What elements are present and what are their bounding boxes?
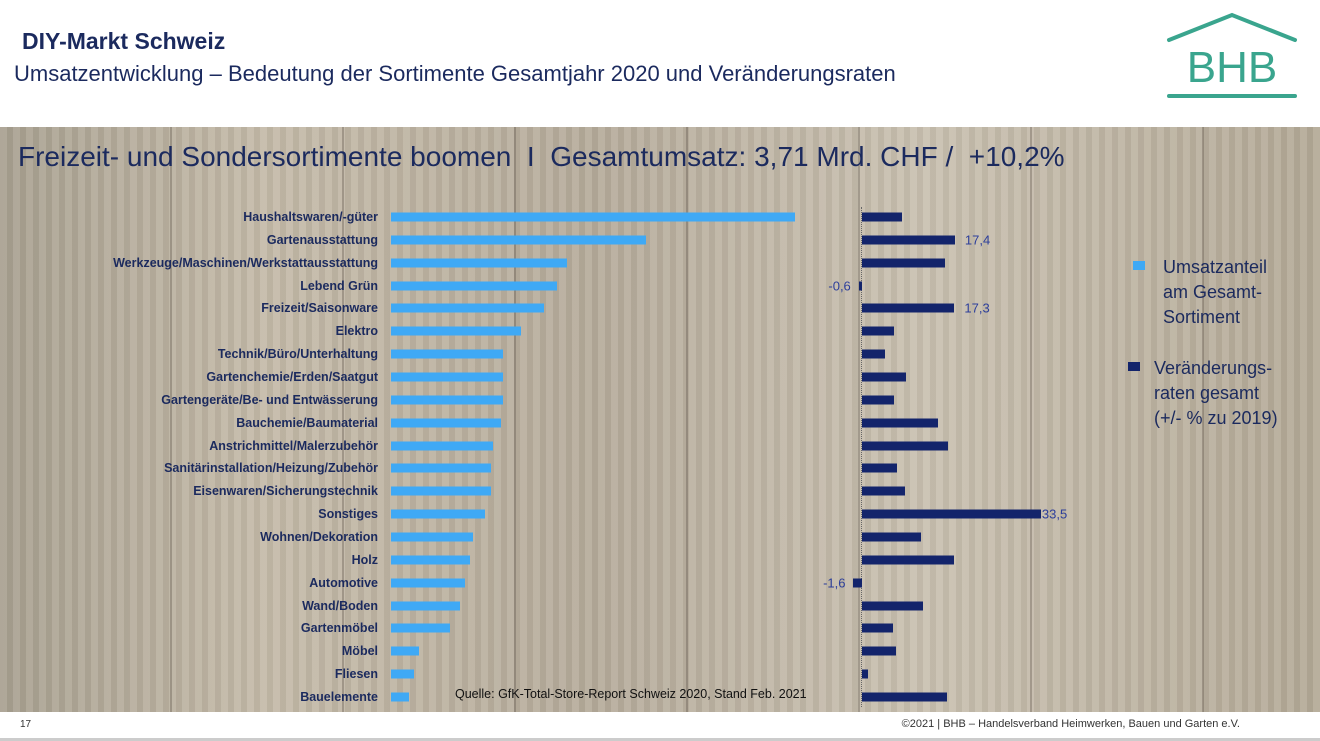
legend-text: am Gesamt-: [1163, 282, 1263, 302]
category-label: Lebend Grün: [300, 278, 378, 293]
category-label: Freizeit/Saisonware: [261, 301, 378, 316]
page-number: 17: [20, 719, 32, 730]
change-bar: [853, 578, 862, 588]
change-bar: [862, 646, 897, 656]
category-label: Möbel: [341, 644, 378, 659]
change-bar: [862, 349, 885, 359]
category-label: Bauelemente: [300, 690, 378, 705]
share-bar: [391, 532, 473, 542]
zero-axis-line: [861, 207, 862, 707]
share-bar: [391, 669, 414, 679]
slide-subtitle: Umsatzentwicklung – Bedeutung der Sortim…: [14, 61, 896, 86]
share-bar: [391, 326, 522, 336]
category-label: Anstrichmittel/Malerzubehör: [209, 438, 378, 453]
category-label: Gartenausstattung: [266, 232, 378, 247]
legend-text: raten gesamt: [1154, 383, 1260, 403]
change-data-label: -1,6: [823, 575, 846, 591]
share-bar: [391, 486, 491, 496]
category-label: Automotive: [309, 575, 378, 590]
change-bar: [862, 212, 903, 222]
legend-swatch-share: [1133, 261, 1145, 270]
category-label: Sanitärinstallation/Heizung/Zubehör: [164, 461, 378, 476]
legend-change: Veränderungs- raten gesamt (+/- % zu 201…: [1154, 356, 1278, 431]
legend-text: Sortiment: [1163, 307, 1241, 327]
share-bar: [391, 623, 450, 633]
share-bar: [391, 463, 491, 473]
share-bar: [391, 578, 466, 588]
share-bar: [391, 235, 647, 245]
category-label: Gartengeräte/Be- und Entwässerung: [161, 392, 378, 407]
legend-text: (+/- % zu 2019): [1154, 408, 1278, 428]
category-label: Elektro: [335, 324, 378, 339]
change-data-label: -0,6: [828, 278, 851, 294]
bhb-logo: BHB: [1167, 12, 1297, 98]
category-label: Haushaltswaren/-güter: [243, 210, 378, 224]
copyright: ©2021 | BHB – Handelsverband Heimwerken,…: [901, 718, 1240, 730]
category-label: Bauchemie/Baumaterial: [236, 415, 378, 430]
share-bar: [391, 303, 545, 313]
change-bar: [862, 418, 938, 428]
share-bar: [391, 281, 557, 291]
share-bar: [391, 418, 501, 428]
category-label: Wohnen/Dekoration: [260, 530, 378, 545]
chart-title: Freizeit- und Sondersortimente boomen I …: [18, 141, 1065, 172]
change-bar: [862, 463, 898, 473]
change-bar: [862, 692, 947, 702]
share-bar: [391, 601, 460, 611]
legend-text: Veränderungs-: [1154, 358, 1273, 378]
change-bar: [862, 258, 945, 268]
share-bar: [391, 349, 504, 359]
category-label: Eisenwaren/Sicherungstechnik: [193, 484, 378, 499]
share-bar: [391, 395, 504, 405]
category-label: Fliesen: [334, 667, 378, 682]
change-bar: [862, 601, 923, 611]
change-bar: [862, 486, 906, 496]
share-bar: [391, 212, 795, 222]
change-data-label: 17,3: [964, 300, 990, 316]
change-bar: [862, 303, 955, 313]
change-bar: [862, 669, 868, 679]
change-bar: [862, 623, 893, 633]
change-bar: [858, 281, 862, 291]
change-bar: [862, 532, 921, 542]
category-label: Gartenchemie/Erden/Saatgut: [206, 370, 378, 385]
category-label: Sonstiges: [318, 507, 378, 522]
share-bar: [391, 258, 568, 268]
footer: 17 ©2021 | BHB – Handelsverband Heimwerk…: [0, 712, 1320, 741]
chart-panel: Freizeit- und Sondersortimente boomen I …: [0, 127, 1320, 712]
share-bar: [391, 646, 420, 656]
change-bar: [862, 509, 1041, 519]
change-bar: [862, 395, 895, 405]
source-note: Quelle: GfK-Total-Store-Report Schweiz 2…: [455, 687, 807, 701]
slide-heading: DIY-Markt Schweiz: [22, 28, 226, 54]
share-bar: [391, 509, 486, 519]
svg-text:BHB: BHB: [1187, 43, 1277, 92]
change-bar: [862, 441, 948, 451]
share-bar: [391, 441, 494, 451]
change-bar: [862, 326, 895, 336]
category-label: Technik/Büro/Unterhaltung: [217, 347, 378, 362]
change-bar: [862, 235, 955, 245]
change-data-label: 33,5: [1041, 506, 1068, 522]
legend-share: Umsatzanteil am Gesamt- Sortiment: [1163, 255, 1267, 330]
category-label: Wand/Boden: [302, 598, 378, 613]
share-bar: [391, 555, 471, 565]
category-label: Werkzeuge/Maschinen/Werkstattausstattung: [113, 255, 378, 270]
change-data-label: 17,4: [964, 232, 991, 248]
change-bar: [862, 555, 954, 565]
legend-text: Umsatzanteil: [1163, 257, 1268, 277]
share-bar: [391, 692, 409, 702]
category-label: Gartenmöbel: [300, 621, 378, 636]
legend-swatch-change: [1128, 362, 1140, 371]
share-bar: [391, 372, 504, 382]
change-bar: [862, 372, 906, 382]
category-label: Holz: [351, 552, 378, 567]
